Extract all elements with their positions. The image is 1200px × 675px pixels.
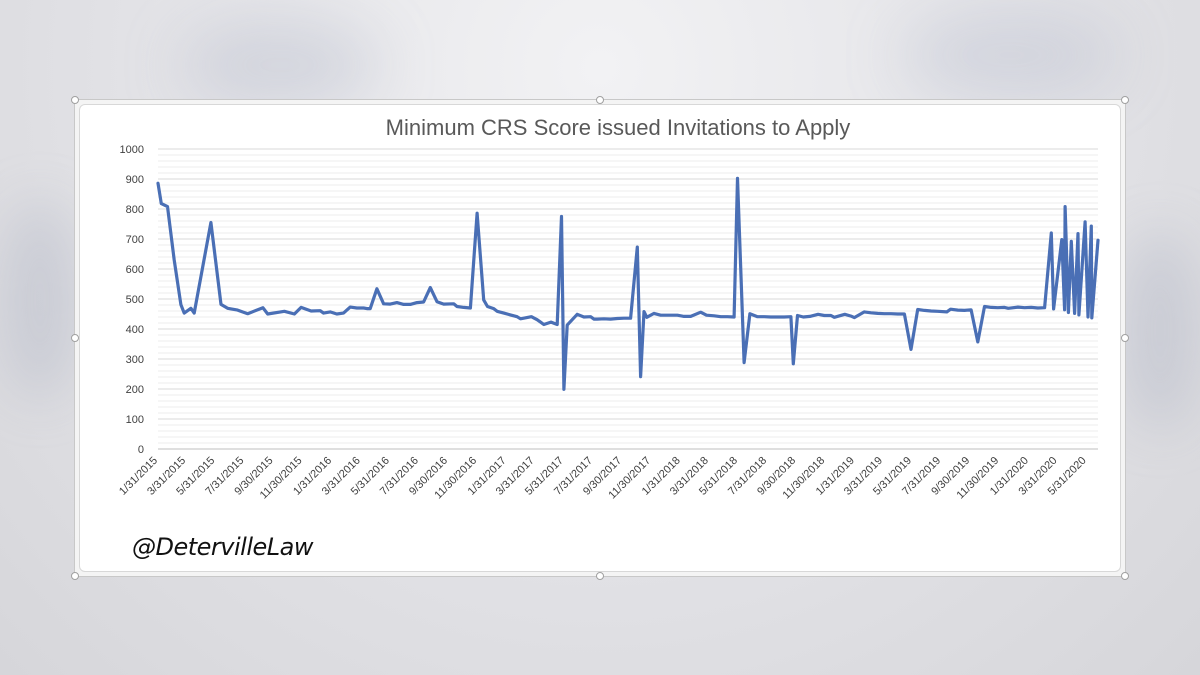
resize-handle-left[interactable] [71, 334, 79, 342]
series-line [156, 176, 1100, 391]
y-tick-label: 500 [126, 294, 144, 306]
resize-handle-top-left[interactable] [71, 96, 79, 104]
resize-handle-bottom-left[interactable] [71, 572, 79, 580]
watermark-handle: @DetervilleLaw [132, 533, 313, 561]
series-layer [156, 176, 1100, 391]
y-tick-label: 800 [126, 204, 144, 216]
y-tick-label: 200 [126, 384, 144, 396]
y-tick-label: 1000 [120, 144, 144, 156]
y-tick-label: 0 [138, 444, 144, 456]
resize-handle-right[interactable] [1121, 334, 1129, 342]
chart-area: Minimum CRS Score issued Invitations to … [79, 104, 1121, 572]
y-tick-label: 100 [126, 414, 144, 426]
y-tick-label: 700 [126, 234, 144, 246]
y-tick-label: 400 [126, 324, 144, 336]
y-axis: 0 100 200 300 400 500 600 700 800 900 1000 [120, 144, 144, 456]
chart-title: Minimum CRS Score issued Invitations to … [386, 115, 851, 140]
y-tick-label: 600 [126, 264, 144, 276]
line-chart: Minimum CRS Score issued Invitations to … [117, 115, 1100, 501]
y-tick-label: 900 [126, 174, 144, 186]
x-axis: 1/31/20153/31/20155/31/20157/31/20159/30… [117, 448, 1098, 501]
chart-frame[interactable]: Minimum CRS Score issued Invitations to … [71, 96, 1129, 580]
resize-handle-top-right[interactable] [1121, 96, 1129, 104]
resize-handle-bottom-right[interactable] [1121, 572, 1129, 580]
y-tick-label: 300 [126, 354, 144, 366]
resize-handle-bottom[interactable] [596, 572, 604, 580]
gridlines [158, 148, 1098, 450]
resize-handle-top[interactable] [596, 96, 604, 104]
